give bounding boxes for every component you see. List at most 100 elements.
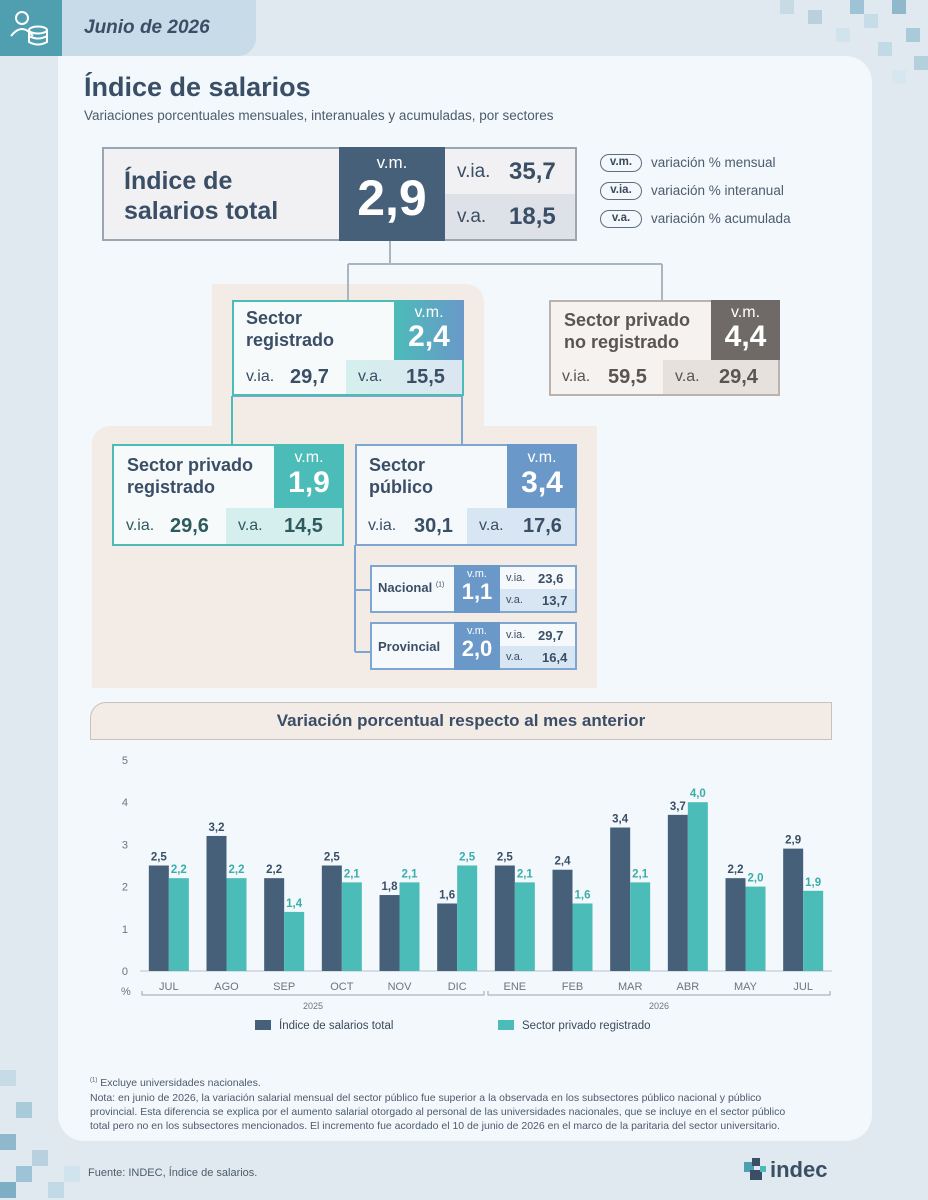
- data-label-total: 2,5: [497, 852, 514, 864]
- people-coins-icon: [10, 11, 48, 46]
- footnote-note: Nota: en junio de 2026, la variación sal…: [90, 1092, 786, 1133]
- data-label-privado-registrado: 2,0: [748, 873, 764, 885]
- publico-vm-box: v.m. 3,4: [507, 444, 577, 508]
- y-tick-label: 2: [122, 882, 128, 894]
- year-bracket: [141, 991, 485, 996]
- x-tick-label: ABR: [677, 981, 700, 993]
- bar-total: [379, 895, 400, 971]
- bar-total: [552, 869, 573, 971]
- data-label-total: 2,4: [555, 856, 572, 868]
- no-registrado-via-row: v.ia. 59,5: [551, 360, 663, 394]
- x-tick-label: ENE: [504, 981, 527, 993]
- privado-registrado-vm-box: v.m. 1,9: [274, 444, 344, 508]
- x-tick-label: SEP: [273, 981, 295, 993]
- bar-privado-registrado: [572, 903, 593, 971]
- bar-privado-registrado: [399, 882, 420, 971]
- data-label-privado-registrado: 2,2: [171, 864, 187, 876]
- bar-total: [437, 903, 458, 971]
- bar-privado-registrado: [341, 882, 362, 971]
- chart-title: Variación porcentual respecto al mes ant…: [90, 702, 832, 740]
- bar-total: [148, 865, 169, 971]
- privado-registrado-name: Sector privado registrado: [127, 455, 254, 497]
- registrado-name: Sector registrado: [246, 308, 335, 350]
- data-label-total: 2,9: [785, 835, 801, 847]
- legend-va-pill: v.a.: [600, 210, 642, 228]
- nacional-via-row: v.ia. 23,6: [500, 567, 575, 589]
- data-label-total: 2,5: [324, 852, 341, 864]
- data-label-privado-registrado: 2,1: [402, 868, 419, 880]
- data-label-privado-registrado: 2,1: [517, 868, 534, 880]
- total-via-row: v.ia. 35,7: [445, 149, 575, 194]
- data-label-total: 2,2: [266, 864, 282, 876]
- nacional-va-row: v.a. 13,7: [500, 589, 575, 611]
- no-registrado-va-row: v.a. 29,4: [663, 360, 778, 394]
- data-label-privado-registrado: 2,5: [459, 852, 476, 864]
- legend-label-privado-registrado: Sector privado registrado: [522, 1020, 650, 1032]
- x-tick-label: FEB: [562, 981, 583, 993]
- bar-privado-registrado: [745, 886, 766, 971]
- x-tick-label: MAY: [734, 981, 758, 993]
- total-vm-label: v.m.: [376, 153, 408, 172]
- x-tick-label: MAR: [618, 981, 643, 993]
- y-tick-label: 0: [122, 966, 128, 978]
- provincial-va-row: v.a. 16,4: [500, 646, 575, 668]
- provincial-vm-box: v.m. 2,0: [454, 622, 500, 670]
- legend-label-total: Índice de salarios total: [279, 1019, 393, 1032]
- data-label-total: 3,2: [209, 822, 225, 834]
- bar-privado-registrado: [226, 878, 247, 971]
- data-label-privado-registrado: 2,2: [229, 864, 245, 876]
- bar-total: [264, 878, 285, 971]
- y-tick-label: 4: [122, 797, 128, 809]
- data-label-privado-registrado: 2,1: [632, 868, 649, 880]
- registrado-vm-box: v.m. 2,4: [394, 300, 464, 360]
- y-axis-unit: %: [121, 986, 131, 998]
- x-tick-label: DIC: [448, 981, 467, 993]
- tree-connectors: [231, 240, 663, 653]
- footnote-1: (1) Excluye universidades nacionales.: [90, 1077, 261, 1089]
- page-subtitle: Variaciones porcentuales mensuales, inte…: [84, 108, 554, 123]
- pixel-pattern-top-right: [780, 0, 928, 84]
- legend-vm-pill: v.m.: [600, 154, 642, 172]
- bar-privado-registrado: [630, 882, 651, 971]
- registrado-va-row: v.a. 15,5: [346, 360, 462, 394]
- y-tick-label: 3: [122, 839, 128, 851]
- bar-chart: 012345%2,52,2JUL3,22,2AGO2,21,4SEP2,52,1…: [121, 755, 832, 1032]
- data-label-privado-registrado: 2,1: [344, 868, 361, 880]
- source-text: Fuente: INDEC, Índice de salarios.: [88, 1167, 258, 1179]
- bar-privado-registrado: [514, 882, 535, 971]
- provincial-name: Provincial: [378, 639, 441, 654]
- data-label-privado-registrado: 1,4: [286, 898, 303, 910]
- x-tick-label: AGO: [214, 981, 239, 993]
- legend-via-text: variación % interanual: [651, 183, 784, 198]
- bar-total: [494, 865, 515, 971]
- year-label: 2026: [649, 1001, 669, 1011]
- year-bracket: [487, 991, 831, 996]
- legend-va-text: variación % acumulada: [651, 211, 791, 226]
- indec-logo: indec: [770, 1157, 828, 1182]
- header-icon-box: [0, 0, 62, 56]
- bar-total: [725, 878, 746, 971]
- data-label-total: 1,8: [382, 881, 399, 893]
- legend-via-pill: v.ia.: [600, 182, 642, 200]
- bar-privado-registrado: [803, 890, 824, 971]
- privado-registrado-via-row: v.ia. 29,6: [114, 508, 226, 544]
- bar-privado-registrado: [168, 878, 189, 971]
- publico-va-row: v.a. 17,6: [467, 508, 575, 544]
- data-label-privado-registrado: 1,6: [575, 889, 591, 901]
- bar-total: [667, 814, 688, 971]
- y-tick-label: 5: [122, 755, 128, 767]
- data-label-privado-registrado: 1,9: [805, 877, 821, 889]
- publico-via-row: v.ia. 30,1: [357, 508, 467, 544]
- bar-privado-registrado: [687, 802, 708, 971]
- bar-total: [206, 835, 227, 971]
- legend-swatch-privado-registrado: [498, 1020, 514, 1030]
- data-label-total: 3,7: [670, 801, 686, 813]
- indec-logo-icon: [744, 1158, 766, 1180]
- total-name: Índice de salarios total: [124, 167, 279, 225]
- total-vm-value: 2,9: [357, 170, 427, 226]
- data-label-total: 1,6: [439, 889, 455, 901]
- pixel-pattern-bottom-left: [0, 1070, 80, 1198]
- legend-vm-text: variación % mensual: [651, 155, 776, 170]
- x-tick-label: JUL: [793, 981, 813, 993]
- nacional-vm-box: v.m. 1,1: [454, 565, 500, 613]
